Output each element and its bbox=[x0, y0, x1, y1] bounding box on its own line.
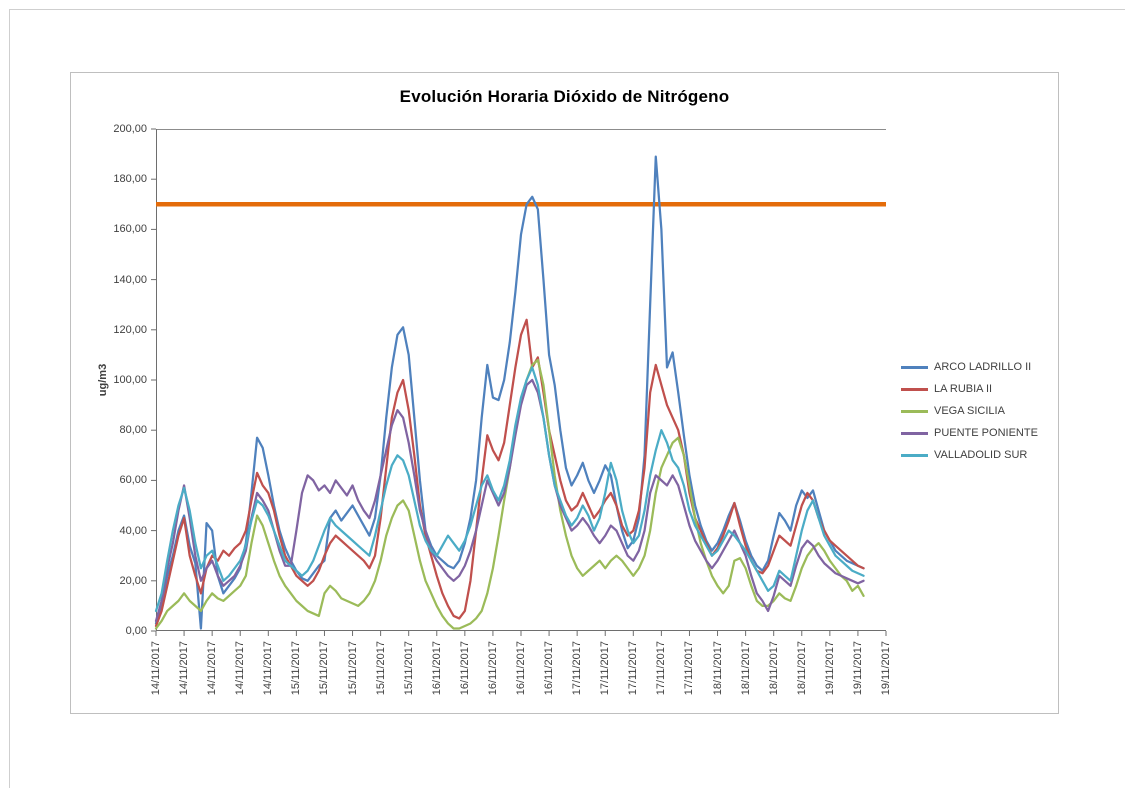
x-tick-label: 16/11/2017 bbox=[515, 641, 527, 696]
x-tick-label: 18/11/2017 bbox=[767, 641, 780, 696]
x-tick-label: 16/11/2017 bbox=[458, 641, 471, 696]
y-tick-label: 120,00 bbox=[113, 323, 147, 336]
x-tick-label: 14/11/2017 bbox=[150, 641, 162, 696]
x-tick-label: 15/11/2017 bbox=[346, 641, 359, 696]
x-tick-label: 14/11/2017 bbox=[206, 641, 219, 696]
x-tick-label: 17/11/2017 bbox=[627, 641, 640, 696]
x-tick-label: 17/11/2017 bbox=[571, 641, 584, 696]
legend-line-swatch bbox=[901, 387, 928, 391]
legend-label: VALLADOLID SUR bbox=[934, 449, 1028, 461]
chart-container[interactable]: Evolución Horaria Dióxido de Nitrógeno u… bbox=[70, 72, 1059, 714]
x-tick-label: 16/11/2017 bbox=[543, 641, 556, 696]
x-tick-label: 14/11/2017 bbox=[178, 641, 191, 696]
x-tick-label: 16/11/2017 bbox=[430, 641, 443, 696]
legend-item-la-rubia-ii[interactable]: LA RUBIA II bbox=[901, 383, 1038, 395]
x-tick-label: 19/11/2017 bbox=[823, 641, 836, 696]
x-tick-label: 14/11/2017 bbox=[262, 641, 275, 696]
legend[interactable]: ARCO LADRILLO II LA RUBIA II VEGA SICILIA P… bbox=[901, 361, 1038, 471]
x-tick-label: 15/11/2017 bbox=[374, 641, 387, 696]
legend-label: ARCO LADRILLO II bbox=[934, 361, 1032, 373]
x-tick-label: 17/11/2017 bbox=[655, 641, 668, 696]
x-tick-label: 19/11/2017 bbox=[880, 641, 892, 696]
legend-label: PUENTE PONIENTE bbox=[934, 427, 1038, 439]
series-line-la-rubia-ii[interactable] bbox=[154, 318, 865, 628]
legend-label: VEGA SICILIA bbox=[934, 405, 1005, 417]
y-tick-label: 60,00 bbox=[119, 474, 147, 487]
series-line-puente-poniente[interactable] bbox=[154, 378, 865, 623]
chart-title: Evolución Horaria Dióxido de Nitrógeno bbox=[399, 87, 730, 106]
x-tick-label: 17/11/2017 bbox=[683, 641, 696, 696]
legend-item-valladolid-sur[interactable]: VALLADOLID SUR bbox=[901, 449, 1038, 461]
x-tick-label: 18/11/2017 bbox=[739, 641, 752, 696]
x-tick-label: 17/11/2017 bbox=[599, 641, 612, 696]
x-tick-label: 15/11/2017 bbox=[318, 641, 331, 696]
x-tick-label: 19/11/2017 bbox=[851, 641, 864, 696]
y-tick-label: 100,00 bbox=[113, 374, 147, 386]
x-tick-label: 15/11/2017 bbox=[290, 641, 303, 696]
x-tick-label: 14/11/2017 bbox=[234, 641, 247, 696]
x-tick-label: 15/11/2017 bbox=[402, 641, 415, 696]
plot-area[interactable] bbox=[150, 128, 892, 643]
x-tick-label: 18/11/2017 bbox=[711, 641, 724, 696]
legend-line-swatch bbox=[901, 365, 928, 369]
y-tick-label: 180,00 bbox=[113, 173, 147, 186]
y-tick-label: 200,00 bbox=[113, 123, 147, 135]
legend-item-puente-poniente[interactable]: PUENTE PONIENTE bbox=[901, 427, 1038, 439]
series-line-arco-ladrillo-ii[interactable] bbox=[154, 155, 865, 630]
y-tick-label: 80,00 bbox=[119, 424, 147, 437]
legend-item-arco-ladrillo-ii[interactable]: ARCO LADRILLO II bbox=[901, 361, 1038, 373]
legend-line-swatch bbox=[901, 453, 928, 457]
y-tick-label: 160,00 bbox=[113, 223, 147, 236]
y-tick-label: 40,00 bbox=[119, 524, 147, 537]
legend-line-swatch bbox=[901, 409, 928, 413]
series-line-valladolid-sur[interactable] bbox=[154, 366, 865, 613]
y-tick-label: 140,00 bbox=[113, 273, 147, 286]
y-tick-label: 0,00 bbox=[125, 625, 147, 637]
legend-item-vega-sicilia[interactable]: VEGA SICILIA bbox=[901, 405, 1038, 417]
legend-line-swatch bbox=[901, 431, 928, 435]
x-tick-label: 16/11/2017 bbox=[486, 641, 499, 696]
x-tick-label: 18/11/2017 bbox=[795, 641, 808, 696]
legend-label: LA RUBIA II bbox=[934, 383, 993, 395]
y-tick-label: 20,00 bbox=[119, 574, 147, 587]
